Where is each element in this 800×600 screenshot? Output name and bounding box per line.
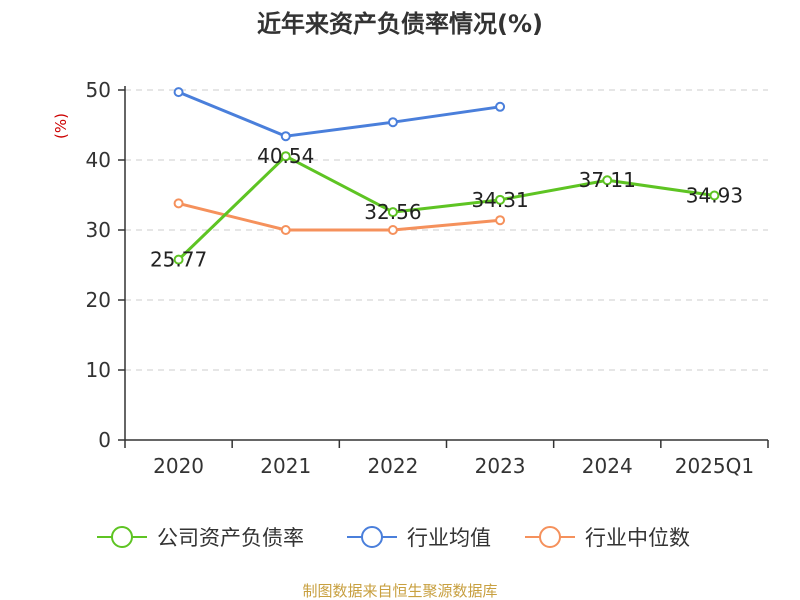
series-line <box>177 154 715 261</box>
legend-label: 公司资产负债率 <box>157 526 304 550</box>
legend-label: 行业均值 <box>407 526 491 550</box>
x-tick-label: 2021 <box>260 454 311 478</box>
y-tick-label: 40 <box>86 148 111 172</box>
y-tick-label: 50 <box>86 78 111 102</box>
data-point <box>387 207 398 218</box>
legend-label: 行业中位数 <box>585 526 690 550</box>
x-tick-label: 2023 <box>475 454 526 478</box>
legend-marker <box>361 526 383 548</box>
data-point <box>495 101 506 112</box>
data-point <box>602 175 613 186</box>
x-tick-label: 2025Q1 <box>675 454 754 478</box>
y-tick-label: 30 <box>86 218 111 242</box>
source-note: 制图数据来自恒生聚源数据库 <box>302 582 497 600</box>
data-label: 32.56 <box>364 200 421 224</box>
legend-marker <box>539 526 561 548</box>
data-label: 25.77 <box>150 248 207 272</box>
data-point <box>387 117 398 128</box>
series-line <box>178 90 501 138</box>
grid-lines <box>125 89 768 371</box>
data-point <box>173 254 184 265</box>
legend-marker <box>111 526 133 548</box>
data-label: 34.93 <box>686 183 743 207</box>
data-label: 34.31 <box>471 188 528 212</box>
data-point <box>495 194 506 205</box>
y-tick-label: 0 <box>98 428 111 452</box>
data-label: 40.54 <box>257 144 314 168</box>
data-point <box>709 190 720 201</box>
data-point <box>387 225 398 235</box>
x-tick-labels: 2020 2021 2022 2023 2024 2025Q1 <box>153 454 754 478</box>
series-lines <box>173 87 720 265</box>
chart-title: 近年来资产负债率情况(%) <box>257 10 543 38</box>
y-tick-labels: 0 10 20 30 40 50 <box>86 78 111 452</box>
y-tick-label: 20 <box>86 288 111 312</box>
data-point <box>280 131 291 142</box>
data-point <box>495 215 506 226</box>
data-point <box>173 198 184 209</box>
x-tick-label: 2020 <box>153 454 204 478</box>
legend: 公司资产负债率 行业均值 行业中位数 <box>97 526 690 550</box>
series-line <box>178 201 501 232</box>
data-point <box>280 225 291 235</box>
axes <box>118 86 769 448</box>
y-tick-label: 10 <box>86 358 111 382</box>
data-point <box>280 151 291 162</box>
data-label: 37.11 <box>579 168 636 192</box>
x-tick-label: 2024 <box>582 454 633 478</box>
x-tick-label: 2022 <box>367 454 418 478</box>
data-labels: 25.77 40.54 32.56 34.31 37.11 34.93 <box>150 144 743 271</box>
y-axis-label: (%) <box>52 113 70 139</box>
data-point <box>173 87 184 98</box>
